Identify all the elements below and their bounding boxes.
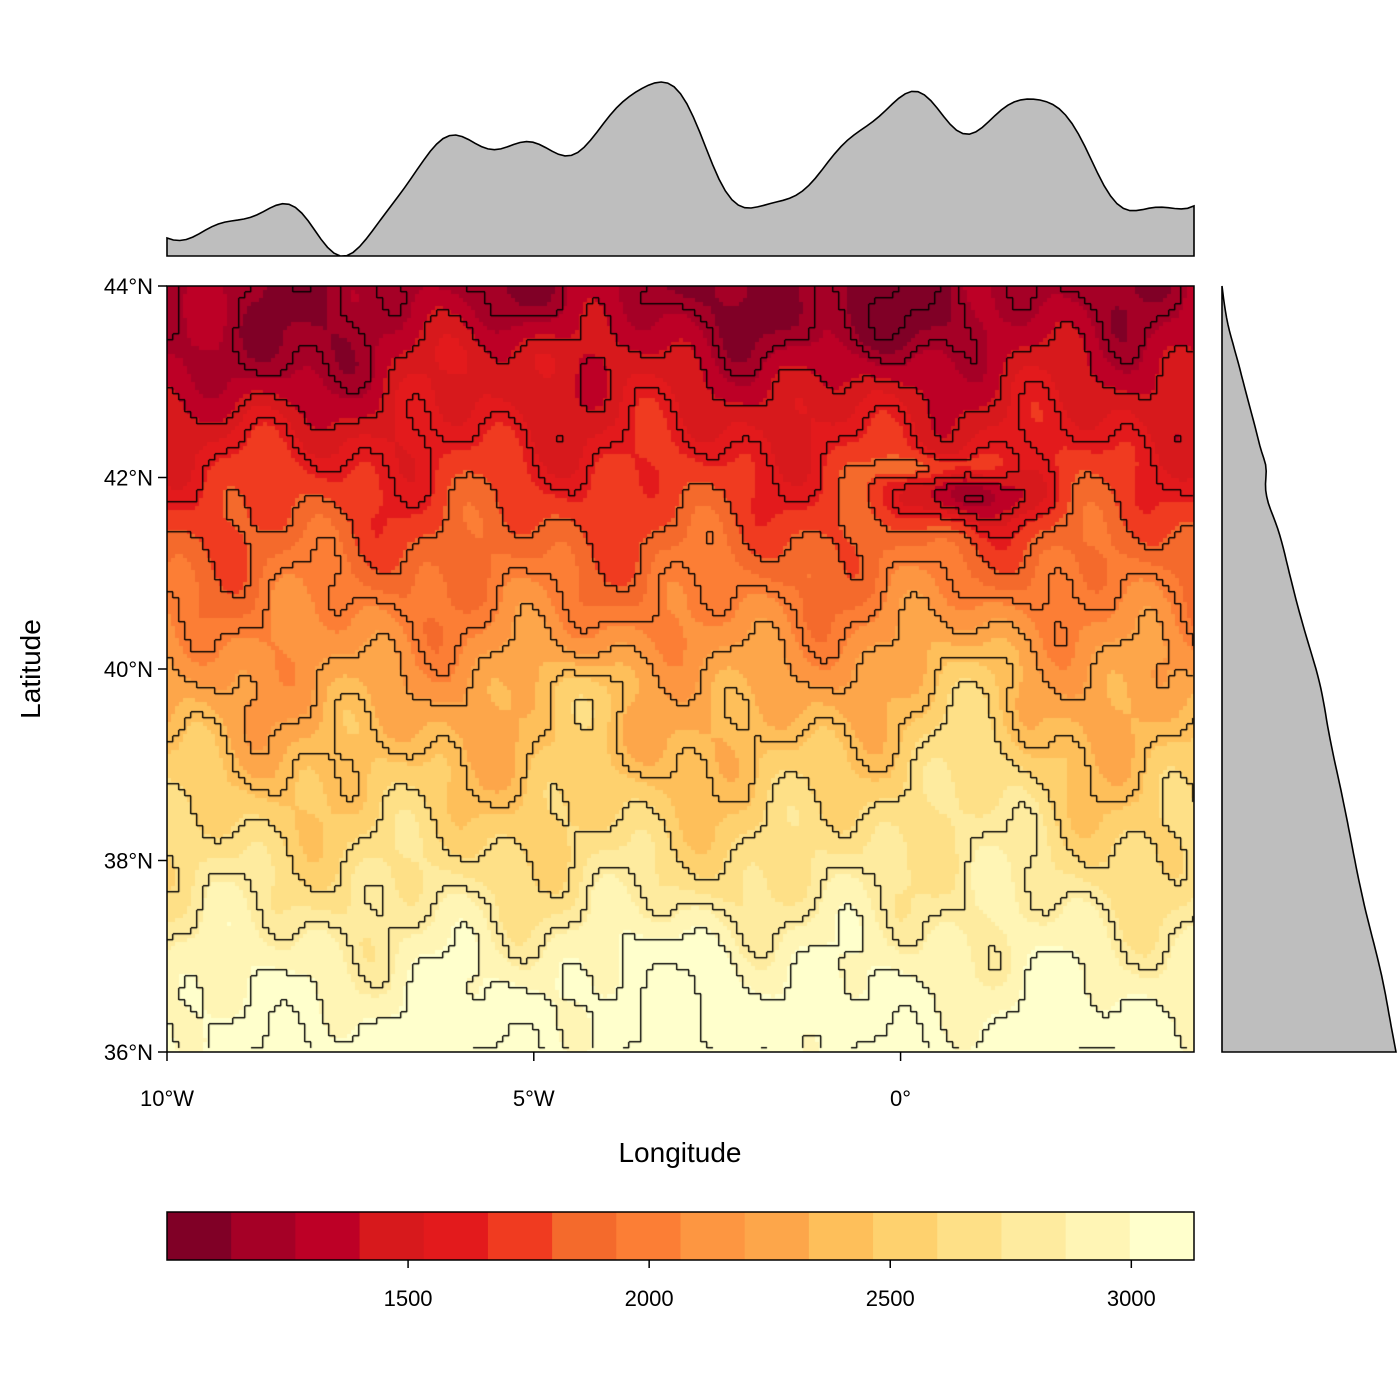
colorbar-swatch <box>423 1212 489 1260</box>
colorbar-frame <box>166 1211 1195 1261</box>
top-marginal-profile <box>166 81 1195 257</box>
colorbar-tick-label: 2500 <box>866 1286 915 1311</box>
x-axis: 10°W 5°W 0° <box>140 1052 911 1111</box>
map-raster <box>167 286 1194 1052</box>
colorbar-swatch <box>231 1212 296 1260</box>
y-tick-label: 38°N <box>104 849 153 874</box>
colorbar-swatch <box>1129 1212 1195 1260</box>
filled-contour-map <box>167 286 1194 1052</box>
x-tick-label: 10°W <box>140 1086 194 1111</box>
y-tick-label: 40°N <box>104 657 153 682</box>
y-axis: 36°N 38°N 40°N 42°N 44°N <box>104 274 167 1065</box>
colorbar-swatch <box>616 1212 681 1260</box>
colorbar-swatch <box>1001 1212 1067 1260</box>
x-axis-title: Longitude <box>618 1137 741 1168</box>
colorbar-swatch <box>744 1212 810 1260</box>
colorbar-tick-label: 1500 <box>384 1286 433 1311</box>
colorbar-swatch <box>873 1212 938 1260</box>
y-tick-label: 42°N <box>104 466 153 491</box>
colorbar-swatch <box>487 1212 553 1260</box>
colorbar-tick-label: 2000 <box>625 1286 674 1311</box>
colorbar-swatch <box>167 1212 232 1260</box>
y-tick-label: 36°N <box>104 1040 153 1065</box>
x-tick-label: 0° <box>890 1086 911 1111</box>
colorbar-swatch <box>680 1212 746 1260</box>
top-profile-area <box>166 81 1195 257</box>
right-marginal-profile <box>1221 285 1397 1053</box>
colorbar-swatch <box>359 1212 425 1260</box>
x-tick-label: 5°W <box>513 1086 555 1111</box>
y-axis-title: Latitude <box>15 619 46 719</box>
colorbar-swatch <box>937 1212 1002 1260</box>
y-tick-label: 44°N <box>104 274 153 299</box>
colorbar-swatch <box>552 1212 617 1260</box>
colorbar-swatch <box>1065 1212 1131 1260</box>
colorbar-tick-label: 3000 <box>1107 1286 1156 1311</box>
colorbar-swatch <box>808 1212 874 1260</box>
right-profile-area <box>1221 285 1397 1053</box>
colorbar-legend: 1500 2000 2500 3000 <box>166 1211 1195 1311</box>
colorbar-swatch <box>295 1212 361 1260</box>
